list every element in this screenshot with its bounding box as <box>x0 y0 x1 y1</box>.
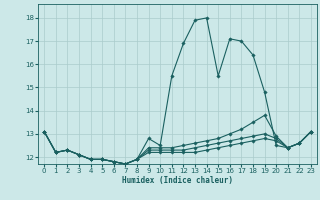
X-axis label: Humidex (Indice chaleur): Humidex (Indice chaleur) <box>122 176 233 185</box>
